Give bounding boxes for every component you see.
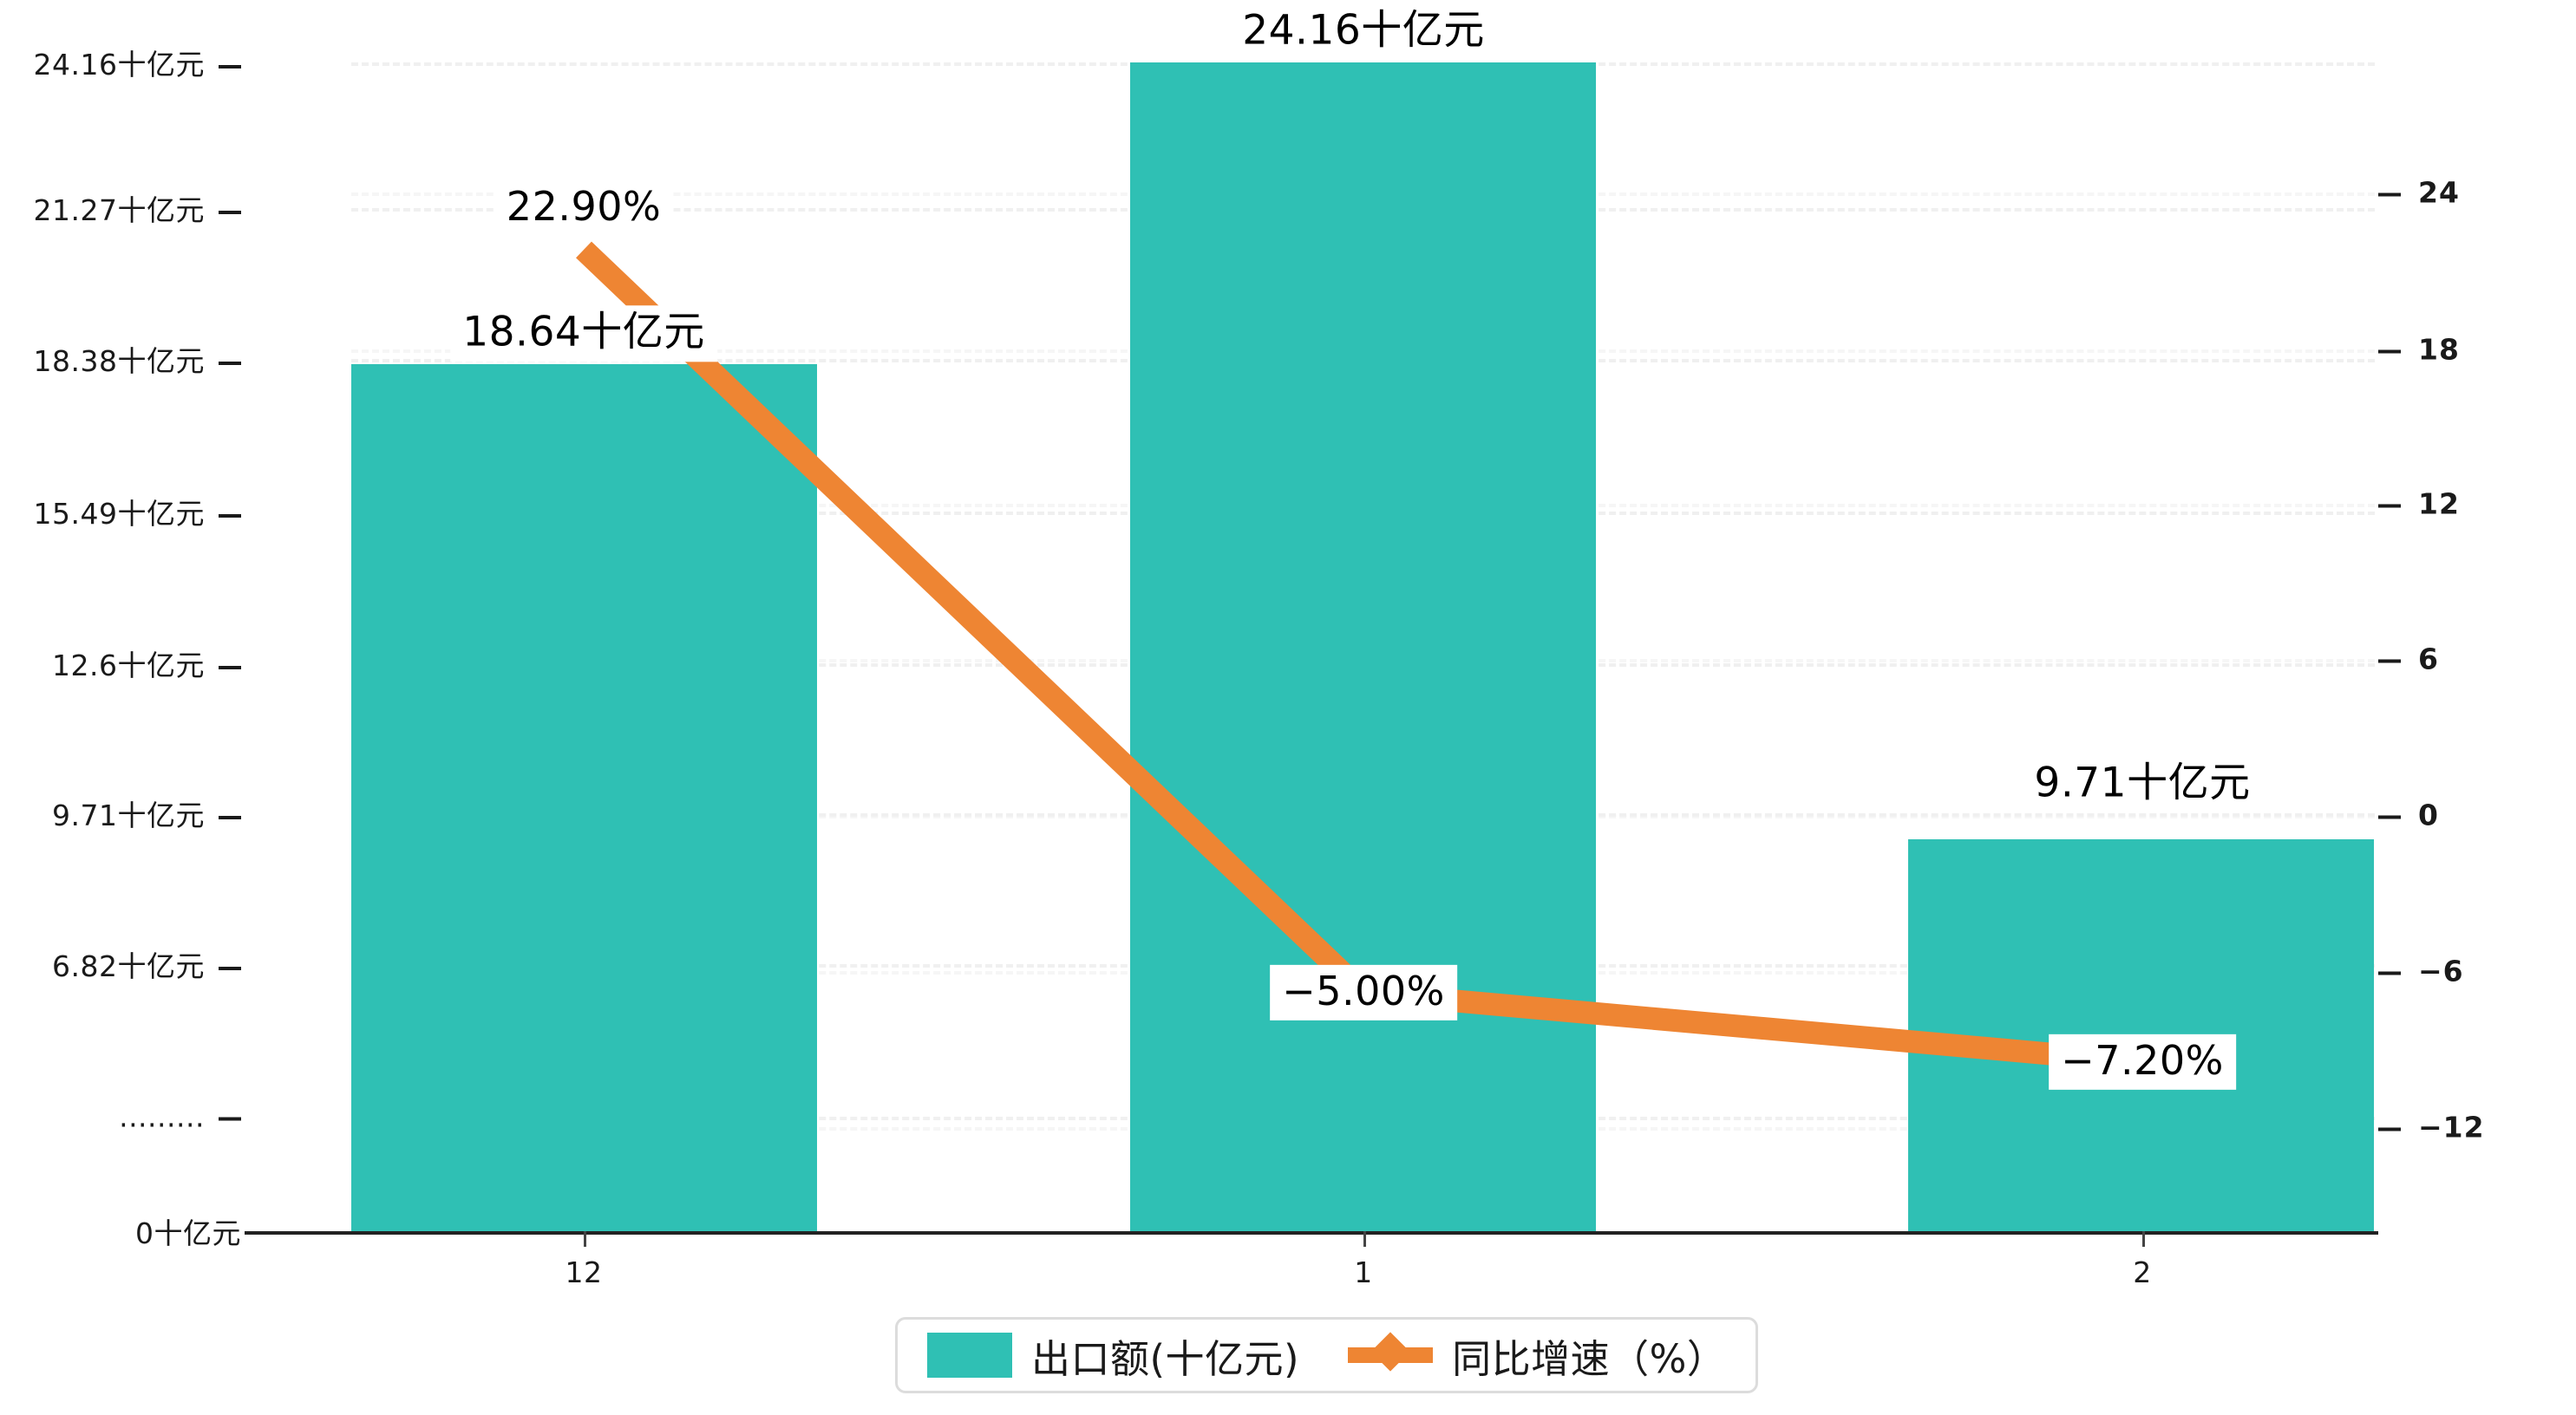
- y-axis-right-tick-label: 6: [2418, 642, 2439, 676]
- y-axis-left-tick-label: 15.49十亿元: [33, 497, 205, 531]
- y-axis-right-tick-label: 18: [2418, 332, 2460, 367]
- y-axis-left-tick: 21.27十亿元: [34, 187, 241, 229]
- y-axis-left-tick-label: 18.38十亿元: [33, 344, 205, 378]
- tick-mark-icon: [2378, 815, 2401, 818]
- x-axis-tick-mark: [584, 1231, 586, 1247]
- bar-data-label: 9.71十亿元: [2022, 756, 2263, 813]
- y-axis-right-tick: 18: [2378, 333, 2460, 367]
- tick-mark-icon: [219, 513, 241, 518]
- tick-mark-icon: [219, 966, 241, 970]
- y-axis-left-tick-label: 9.71十亿元: [52, 799, 205, 832]
- x-axis-tick-label: 2: [2133, 1255, 2152, 1289]
- y-axis-left-tick-label: 12.6十亿元: [52, 649, 205, 682]
- y-axis-right-tick: 12: [2378, 487, 2460, 521]
- tick-mark-icon: [219, 64, 241, 68]
- line-data-label: 22.90%: [494, 179, 674, 237]
- tick-mark-icon: [2378, 971, 2401, 975]
- tick-mark-icon: [219, 361, 241, 365]
- legend-item-bar[interactable]: 出口额(十亿元): [927, 1327, 1299, 1384]
- x-axis-tick-label: 12: [565, 1255, 603, 1289]
- y-axis-left-tick: 24.16十亿元: [34, 42, 241, 83]
- line-diamond-swatch-icon: [1348, 1332, 1434, 1378]
- y-axis-left-tick: 6.82十亿元: [52, 943, 241, 985]
- tick-mark-icon: [2378, 659, 2401, 662]
- y-axis-right-tick: −12: [2378, 1111, 2485, 1144]
- bar-12[interactable]: [351, 364, 817, 1231]
- y-axis-right-tick: −6: [2378, 955, 2464, 988]
- legend-item-label: 出口额(十亿元): [1031, 1335, 1300, 1382]
- chart-legend[interactable]: 出口额(十亿元) 同比增速（%）: [895, 1317, 1759, 1393]
- tick-mark-icon: [2378, 349, 2401, 353]
- y-axis-right-tick: 0: [2378, 799, 2439, 832]
- y-axis-left-tick: 0十亿元: [135, 1210, 241, 1252]
- y-axis-left-tick-label: 6.82十亿元: [52, 949, 205, 983]
- y-axis-left-tick-label: 24.16十亿元: [33, 48, 205, 82]
- y-axis-right-tick-label: 12: [2418, 486, 2460, 521]
- x-axis-tick-mark: [1363, 1231, 1366, 1247]
- y-axis-right-tick: 24: [2378, 176, 2460, 210]
- y-axis-right-tick-label: −12: [2418, 1110, 2485, 1144]
- tick-mark-icon: [2378, 192, 2401, 196]
- y-axis-left-tick: 18.38十亿元: [34, 338, 241, 380]
- y-axis-left-tick: 12.6十亿元: [52, 642, 241, 684]
- tick-mark-icon: [2378, 504, 2401, 507]
- line-data-label: −5.00%: [1270, 964, 1457, 1021]
- y-axis-left-tick-label: 0十亿元: [135, 1216, 241, 1250]
- legend-item-line[interactable]: 同比增速（%）: [1348, 1327, 1726, 1384]
- y-axis-left-tick: 15.49十亿元: [34, 491, 241, 532]
- tick-mark-icon: [219, 1117, 241, 1120]
- x-axis-tick-mark: [2142, 1231, 2145, 1247]
- y-axis-right-tick-label: 24: [2418, 175, 2460, 210]
- tick-mark-icon: [2378, 1127, 2401, 1131]
- legend-item-label: 同比增速（%）: [1452, 1335, 1727, 1382]
- bar-data-label: 24.16十亿元: [1230, 3, 1497, 61]
- tick-mark-icon: [219, 210, 241, 214]
- bar-1[interactable]: [1130, 62, 1596, 1231]
- y-axis-left-tick: 9.71十亿元: [52, 792, 241, 834]
- y-axis-left-tick-label: .........: [119, 1099, 205, 1134]
- bar-swatch-icon: [927, 1333, 1012, 1378]
- y-axis-right-tick: 6: [2378, 642, 2439, 676]
- y-axis-right-tick-label: −6: [2418, 954, 2464, 988]
- line-data-label: −7.20%: [2049, 1034, 2236, 1091]
- x-axis-tick-label: 1: [1354, 1255, 1373, 1289]
- y-axis-left-tick-label: 21.27十亿元: [33, 193, 205, 227]
- y-axis-left-tick: .........: [119, 1100, 241, 1134]
- y-axis-right-tick-label: 0: [2418, 798, 2439, 832]
- x-axis-line: [245, 1231, 2378, 1235]
- tick-mark-icon: [219, 665, 241, 669]
- tick-mark-icon: [219, 815, 241, 819]
- bar-data-label: 18.64十亿元: [450, 305, 717, 362]
